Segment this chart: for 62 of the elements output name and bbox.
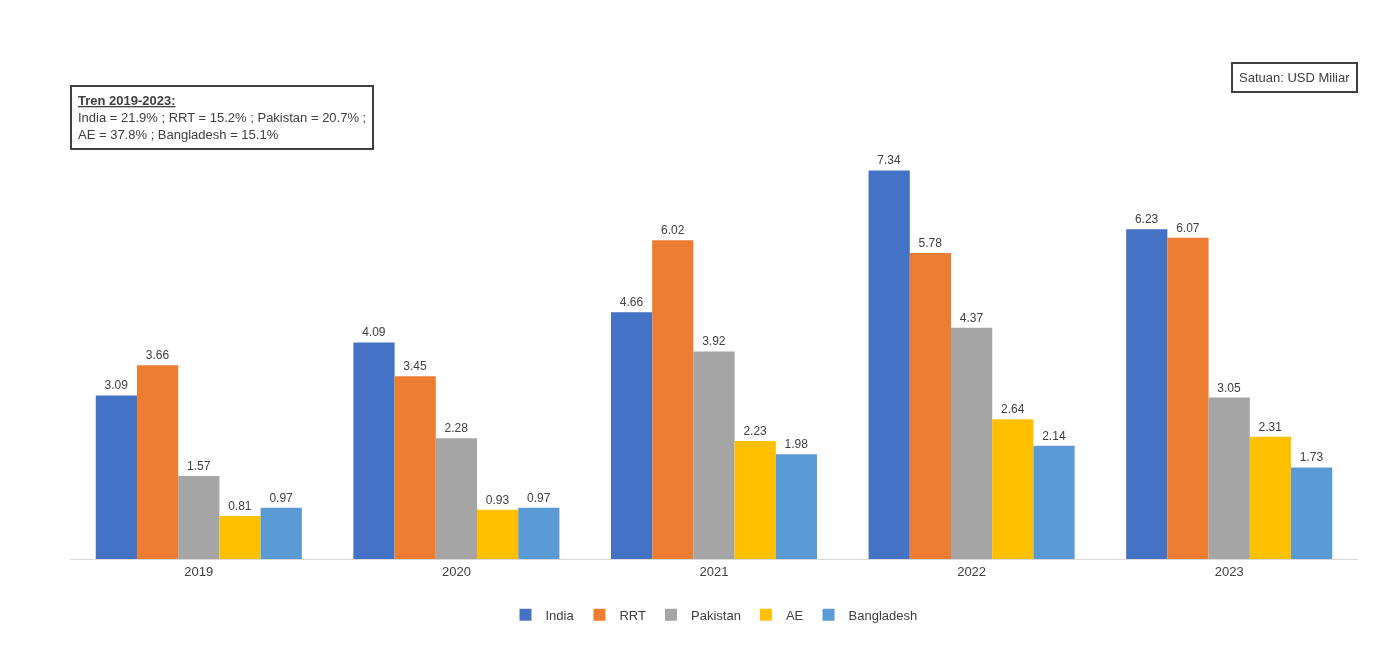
data-label: 0.97 — [526, 490, 551, 505]
data-label: 1.98 — [784, 437, 809, 452]
legend-label: India — [545, 607, 575, 623]
bar — [1126, 229, 1168, 559]
data-label: 6.02 — [660, 223, 685, 238]
bar — [775, 454, 818, 559]
x-tick-label: 2019 — [184, 563, 214, 579]
bar — [219, 516, 261, 559]
data-label: 1.73 — [1299, 450, 1324, 465]
data-label: 0.97 — [269, 490, 294, 505]
data-label: 2.23 — [743, 423, 768, 438]
bar — [353, 342, 395, 559]
bar — [1167, 237, 1209, 559]
bar — [477, 509, 519, 559]
bar — [260, 507, 302, 559]
bar — [1291, 467, 1333, 559]
legend-label: RRT — [619, 607, 646, 623]
bar — [610, 312, 653, 559]
data-label: 2.28 — [444, 421, 469, 436]
bar — [1249, 436, 1292, 559]
bar — [950, 327, 993, 559]
legend-label: Pakistan — [691, 607, 741, 623]
bar — [518, 507, 560, 559]
bar — [992, 419, 1034, 559]
data-label: 7.34 — [877, 153, 902, 168]
data-label: 3.92 — [702, 334, 726, 349]
x-tick-label: 2023 — [1214, 563, 1244, 579]
data-label: 4.37 — [959, 310, 984, 325]
data-label: 6.07 — [1176, 220, 1200, 235]
legend-label: AE — [785, 607, 804, 623]
bar — [652, 240, 694, 559]
bar — [394, 376, 436, 559]
data-label: 0.93 — [485, 492, 510, 507]
bar — [435, 438, 478, 559]
bar — [1208, 397, 1250, 559]
bar — [693, 351, 735, 559]
x-tick-label: 2021 — [699, 563, 729, 579]
text: Satuan: USD Miliar — [1239, 70, 1351, 85]
bar — [136, 365, 179, 559]
x-tick-label: 2020 — [441, 563, 471, 579]
data-label: 5.78 — [918, 236, 943, 251]
data-label: 4.66 — [619, 295, 644, 310]
bar — [734, 440, 776, 559]
data-label: 3.05 — [1217, 380, 1242, 395]
legend-label: Bangladesh — [848, 607, 918, 623]
data-label: 2.64 — [1000, 402, 1025, 417]
data-label: 1.57 — [186, 458, 211, 473]
bar — [95, 395, 137, 559]
bar — [868, 170, 910, 559]
bar — [1033, 445, 1075, 559]
x-tick-label: 2022 — [957, 563, 987, 579]
data-label: 3.66 — [145, 348, 170, 363]
bar — [178, 475, 220, 559]
data-label: 4.09 — [362, 325, 386, 340]
data-label: 2.14 — [1042, 428, 1066, 443]
data-label: 2.31 — [1258, 419, 1283, 434]
text: Tren 2019-2023: India = 21.9% ; RRT = 15.2% ; Pakistan = 20.7% ; AE = 37.8% ; Bangladesh = 15.1% — [78, 93, 367, 142]
data-label: 3.45 — [403, 359, 428, 374]
data-label: 3.09 — [104, 378, 129, 393]
data-label: 0.81 — [228, 499, 252, 514]
data-label: 6.23 — [1134, 212, 1159, 227]
bar — [909, 253, 951, 559]
